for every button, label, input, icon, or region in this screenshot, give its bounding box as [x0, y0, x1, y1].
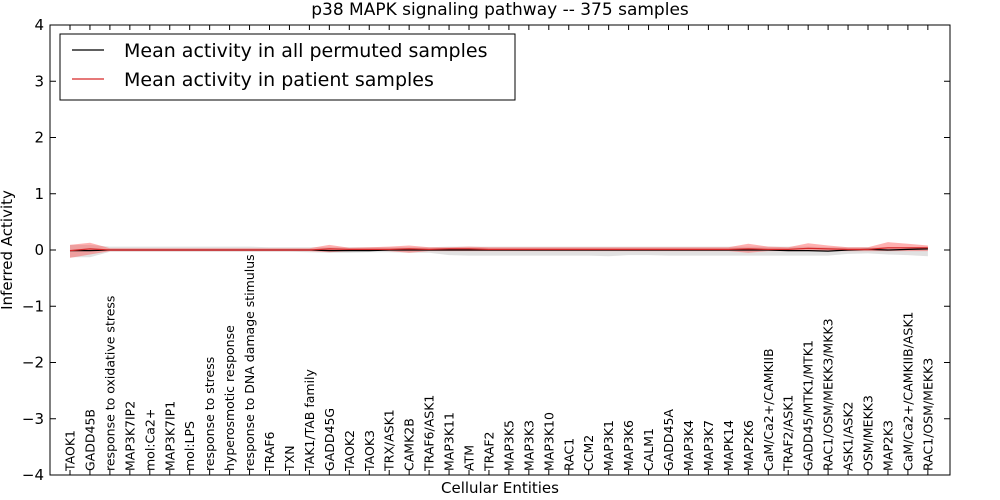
x-tick-label: MAP3K11: [442, 412, 457, 471]
x-tick-label: response to stress: [202, 357, 217, 471]
legend-label-patient: Mean activity in patient samples: [124, 69, 434, 91]
x-tick-label: TAOK2: [342, 430, 357, 472]
x-tick-label: CALM1: [641, 428, 656, 471]
x-tick-label: CAMK2B: [402, 418, 417, 471]
x-tick-label: ASK1/ASK2: [841, 402, 856, 471]
x-tick-label: GADD45/MTK1/MTK1: [801, 340, 816, 471]
x-tick-label: GADD45B: [82, 409, 97, 471]
y-axis-label: Inferred Activity: [0, 190, 16, 310]
legend-frame: [59, 33, 516, 101]
x-tick-label: MAPK14: [721, 420, 736, 471]
x-tick-label: RAC1/OSM/MEKK3: [920, 358, 935, 471]
x-tick-label: MAP3K1: [601, 420, 616, 471]
x-tick-label: response to DNA damage stimulus: [242, 254, 257, 471]
x-tick-label: TRAF6/ASK1: [422, 395, 437, 472]
x-tick-label: TRAF6: [262, 431, 277, 472]
x-tick-label: TRX/ASK1: [382, 409, 397, 472]
y-tick-label: 0: [34, 241, 44, 259]
x-tick-label: MAP3K4: [681, 420, 696, 471]
x-tick-label: GADD45A: [661, 409, 676, 471]
band-series-0: [70, 244, 928, 258]
y-tick-label: −3: [22, 410, 44, 428]
x-tick-label: TAOK1: [63, 430, 78, 472]
x-tick-label: RAC1/OSM/MEKK3/MKK3: [821, 318, 836, 471]
x-tick-label: MAP3K7: [701, 420, 716, 471]
x-tick-label: CaM/Ca2+/CAMKIIB: [761, 348, 776, 471]
x-tick-label: hyperosmotic response: [222, 325, 237, 471]
x-tick-label: mol:Ca2+: [142, 409, 157, 471]
x-tick-label: TRAF2/ASK1: [781, 395, 796, 472]
x-tick-label: MAP3K7IP2: [122, 401, 137, 471]
x-tick-label: MAP3K5: [501, 420, 516, 471]
y-tick-label: −4: [22, 466, 44, 484]
chart-title: p38 MAPK signaling pathway -- 375 sample…: [311, 0, 689, 20]
y-tick-label: −2: [22, 354, 44, 372]
x-tick-label: response to oxidative stress: [102, 296, 117, 471]
y-tick-label: 3: [34, 72, 44, 90]
x-tick-label: TXN: [282, 445, 297, 472]
y-tick-label: 4: [34, 16, 44, 34]
x-tick-label: mol:LPS: [182, 421, 197, 471]
x-tick-label: OSM/MEKK3: [861, 395, 876, 471]
x-tick-label: CaM/Ca2+/CAMKIIB/ASK1: [900, 312, 915, 471]
x-tick-label: MAP2K3: [880, 420, 895, 471]
x-tick-label: TAOK3: [362, 430, 377, 472]
x-tick-label: TAK1/TAB family: [302, 368, 317, 472]
x-tick-label: TRAF2: [481, 431, 496, 472]
x-tick-label: ATM: [462, 445, 477, 471]
legend-label-permuted: Mean activity in all permuted samples: [124, 40, 487, 62]
x-axis-label: Cellular Entities: [441, 479, 559, 497]
x-tick-label: RAC1: [561, 438, 576, 471]
x-tick-label: MAP2K6: [741, 420, 756, 471]
y-tick-label: 2: [34, 129, 44, 147]
x-tick-label: MAP3K6: [621, 420, 636, 471]
x-tick-label: MAP3K10: [541, 412, 556, 471]
y-tick-label: 1: [34, 185, 44, 203]
legend: Mean activity in all permuted samples Me…: [59, 33, 516, 101]
x-tick-label: MAP3K7IP1: [162, 401, 177, 471]
line-series-1: [69, 247, 928, 252]
series-lines: [69, 247, 928, 252]
x-axis: TAOK1 GADD45B response to oxidative stress…: [63, 25, 935, 475]
y-tick-label: −1: [22, 297, 44, 315]
x-tick-label: CCM2: [581, 435, 596, 471]
x-tick-label: GADD45G: [322, 408, 337, 471]
y-axis: −4 −3 −2 −1 0 1 2 3 4: [22, 16, 950, 484]
x-tick-label: MAP3K3: [521, 420, 536, 471]
